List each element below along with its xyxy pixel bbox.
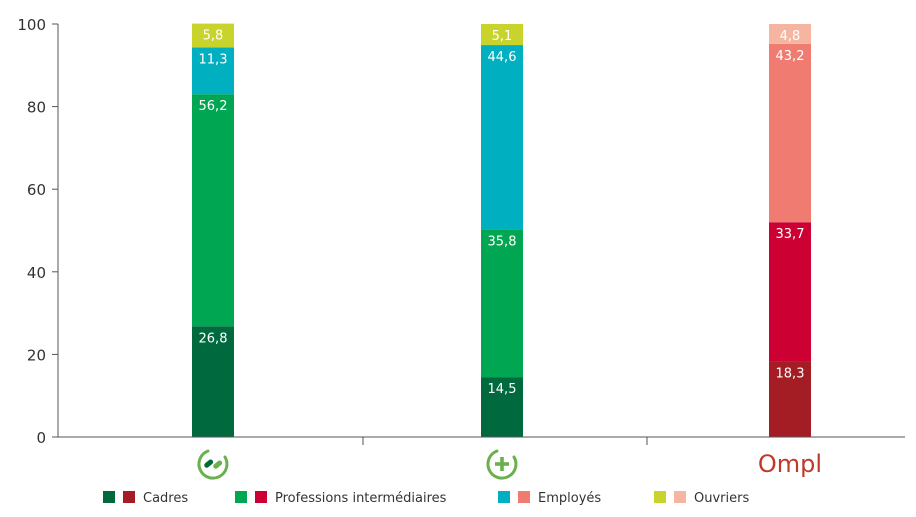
- legend-item: Employés: [498, 491, 601, 506]
- legend-swatch: [255, 491, 267, 503]
- y-tick-label: 40: [27, 264, 46, 282]
- y-tick-label: 0: [36, 429, 46, 447]
- y-tick-label: 100: [17, 16, 46, 34]
- bar-stack-ompl-logo: 18,3 33,7 43,2 4,8: [769, 24, 811, 437]
- bar-segment-ouvriers: [769, 24, 811, 44]
- legend-swatch: [103, 491, 115, 503]
- y-tick-label: 20: [27, 346, 46, 364]
- bar-segment-professions: [769, 222, 811, 362]
- data-label-professions: 33,7: [776, 227, 805, 242]
- pharmacie-cross-icon: [486, 449, 518, 480]
- data-label-cadres: 18,3: [776, 366, 805, 381]
- data-label-cadres: 26,8: [199, 331, 228, 346]
- legend-label: Cadres: [143, 491, 188, 506]
- data-label-employes: 11,3: [199, 53, 228, 68]
- legend-swatch: [518, 491, 530, 503]
- pharmacie-icon: [197, 449, 229, 480]
- legend-label: Employés: [538, 491, 601, 506]
- legend-swatch: [654, 491, 666, 503]
- bar-segment-employes: [192, 47, 234, 95]
- data-label-professions: 35,8: [488, 234, 517, 249]
- data-label-ouvriers: 4,8: [780, 29, 801, 44]
- legend-swatch: [235, 491, 247, 503]
- legend-item: Ouvriers: [654, 491, 749, 506]
- legend-swatch: [123, 491, 135, 503]
- bar-segment-cadres: [769, 361, 811, 437]
- bar-segment-professions: [192, 94, 234, 327]
- bar-segment-cadres: [481, 377, 523, 437]
- bar-segment-ouvriers: [192, 23, 234, 48]
- data-label-employes: 44,6: [488, 50, 517, 65]
- bar-stack-pharmacie-icon: 26,8 56,2 11,3 5,8: [192, 23, 234, 437]
- category-icons: Ompl: [197, 449, 822, 480]
- bar-stack-pharmacie-cross-icon: 14,5 35,8 44,6 5,1: [481, 24, 523, 437]
- data-label-cadres: 14,5: [488, 382, 517, 397]
- y-axis: 0 20 40 60 80 100: [17, 16, 59, 447]
- y-tick-label: 80: [27, 99, 46, 117]
- x-axis: [58, 436, 905, 445]
- bar-segment-cadres: [192, 326, 234, 437]
- legend-item: Cadres: [103, 491, 188, 506]
- bar-segment-professions: [481, 229, 523, 378]
- legend-label: Ouvriers: [694, 491, 749, 506]
- data-label-ouvriers: 5,1: [492, 29, 513, 44]
- legend-swatch: [498, 491, 510, 503]
- data-label-professions: 56,2: [199, 99, 228, 114]
- legend-item: Professions intermédiaires: [235, 491, 447, 506]
- legend-label: Professions intermédiaires: [275, 491, 447, 506]
- legend: Cadres Professions intermédiaires Employés…: [103, 491, 749, 506]
- bar-segment-employes: [769, 43, 811, 223]
- data-label-employes: 43,2: [776, 49, 805, 64]
- bars: 26,8 56,2 11,3 5,8 14,5 35,8 44,6 5,1 18,3 33,7 43…: [192, 23, 811, 437]
- data-label-ouvriers: 5,8: [203, 29, 224, 44]
- legend-swatch: [674, 491, 686, 503]
- bar-segment-employes: [481, 45, 523, 230]
- ompl-logo: Ompl: [758, 450, 822, 478]
- bar-segment-ouvriers: [481, 24, 523, 46]
- y-tick-label: 60: [27, 181, 46, 199]
